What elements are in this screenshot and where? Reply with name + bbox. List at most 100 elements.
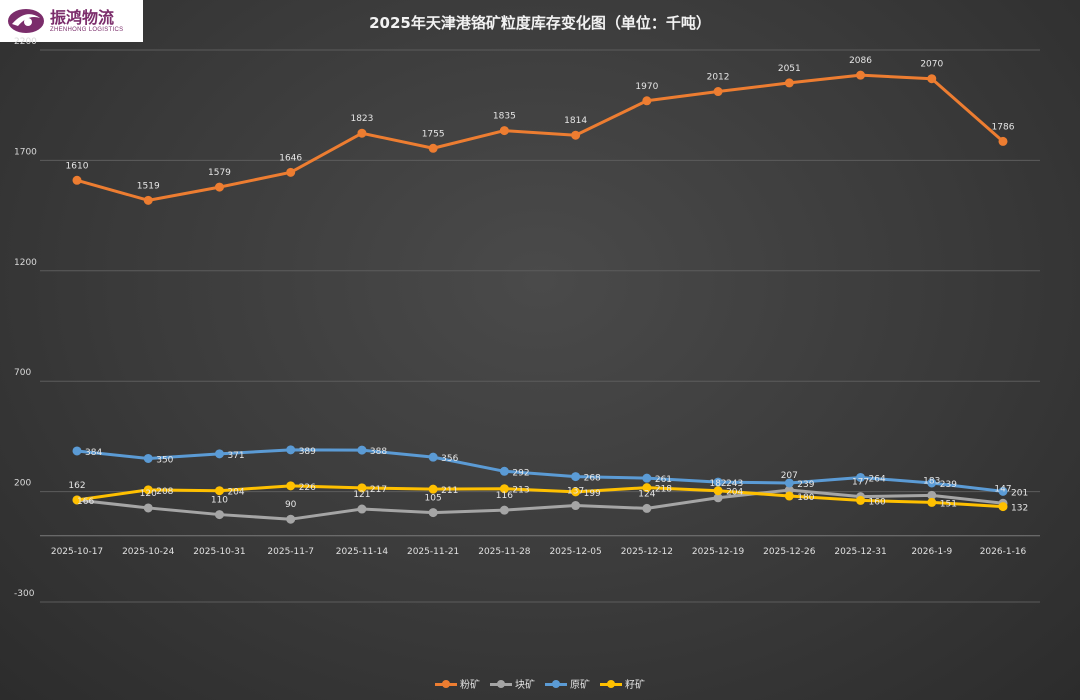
data-label: 204 <box>726 488 743 498</box>
data-label: 162 <box>68 481 85 491</box>
legend-swatch <box>545 679 567 689</box>
data-point <box>642 96 652 106</box>
data-point <box>927 478 937 488</box>
data-point <box>286 514 296 524</box>
data-point <box>214 510 224 520</box>
x-tick-label: 2026-1-16 <box>980 547 1027 557</box>
data-point <box>143 195 153 205</box>
legend-label: 块矿 <box>515 680 535 691</box>
x-tick-label: 2025-11-14 <box>336 547 389 557</box>
data-label: 239 <box>940 480 957 490</box>
series-line-0 <box>76 73 1004 202</box>
y-tick-label: 2200 <box>14 37 37 47</box>
data-label: 1755 <box>422 129 445 139</box>
data-point <box>428 508 438 518</box>
data-label: 261 <box>655 475 672 485</box>
data-point <box>856 70 866 80</box>
data-point <box>72 495 82 505</box>
x-tick-label: 2025-12-05 <box>549 547 601 557</box>
data-point <box>357 445 367 455</box>
company-logo: 振鸿物流 ZHENHONG LOGISTICS <box>0 0 143 42</box>
data-label: 160 <box>869 497 886 507</box>
data-point <box>927 497 937 507</box>
data-label: 208 <box>156 487 173 497</box>
data-point <box>143 453 153 463</box>
legend-label: 原矿 <box>570 680 590 691</box>
x-tick-label: 2025-11-7 <box>267 547 314 557</box>
data-label: 389 <box>299 447 316 457</box>
data-point <box>856 472 866 482</box>
data-point <box>72 446 82 456</box>
data-label: 218 <box>655 485 672 495</box>
data-point <box>998 502 1008 512</box>
legend-item: 原矿 <box>545 676 590 691</box>
data-label: 213 <box>512 486 529 496</box>
series-line-2 <box>76 448 1004 493</box>
data-point <box>642 503 652 513</box>
logo-mark-icon <box>8 9 44 33</box>
data-label: 116 <box>496 491 513 501</box>
data-point <box>72 175 82 185</box>
data-point <box>571 472 581 482</box>
data-label: 356 <box>441 454 458 464</box>
data-label: 226 <box>299 483 316 493</box>
data-point <box>784 478 794 488</box>
data-point <box>927 74 937 84</box>
series-line-3 <box>76 484 1004 509</box>
y-tick-label: -300 <box>14 589 35 599</box>
data-label: 204 <box>227 488 244 498</box>
data-label: 1579 <box>208 168 231 178</box>
data-point <box>784 491 794 501</box>
data-label: 268 <box>584 474 601 484</box>
data-label: 207 <box>781 471 798 481</box>
data-label: 121 <box>353 490 370 500</box>
data-label: 2086 <box>849 56 872 66</box>
data-label: 1519 <box>137 181 160 191</box>
legend-swatch <box>490 679 512 689</box>
data-label: 180 <box>797 493 814 503</box>
y-tick-label: 700 <box>14 368 31 378</box>
data-label: 371 <box>227 451 244 461</box>
data-point <box>642 483 652 493</box>
data-point <box>499 505 509 515</box>
data-point <box>571 130 581 140</box>
data-label: 239 <box>797 480 814 490</box>
data-point <box>286 445 296 455</box>
data-point <box>428 484 438 494</box>
x-tick-label: 2025-12-19 <box>692 547 745 557</box>
chart-legend: 粉矿 块矿 原矿 籽矿 <box>0 676 1080 691</box>
data-label: 1823 <box>350 114 373 124</box>
data-label: 350 <box>156 455 173 465</box>
legend-item: 粉矿 <box>435 676 480 691</box>
data-point <box>214 449 224 459</box>
x-tick-label: 2025-10-24 <box>122 547 175 557</box>
x-tick-label: 2025-11-28 <box>478 547 531 557</box>
data-label: 182 <box>709 479 726 489</box>
legend-swatch <box>600 679 622 689</box>
legend-item: 籽矿 <box>600 676 645 691</box>
data-point <box>571 487 581 497</box>
y-tick-label: 1200 <box>14 258 37 268</box>
data-label: 388 <box>370 447 387 457</box>
data-point <box>499 126 509 136</box>
data-label: 1646 <box>279 153 302 163</box>
data-label: 2012 <box>707 73 730 83</box>
data-label: 1786 <box>992 122 1015 132</box>
data-point <box>713 486 723 496</box>
chart-title: 2025年天津港铬矿粒度库存变化图（单位：千吨） <box>369 14 711 32</box>
data-label: 1835 <box>493 112 516 122</box>
data-label: 90 <box>285 500 297 510</box>
x-tick-label: 2026-1-9 <box>911 547 952 557</box>
data-point <box>214 182 224 192</box>
data-label: 166 <box>77 497 94 507</box>
legend-swatch <box>435 679 457 689</box>
logo-name-en: ZHENHONG LOGISTICS <box>50 27 124 33</box>
x-tick-label: 2025-12-26 <box>763 547 816 557</box>
data-label: 211 <box>441 486 458 496</box>
data-point <box>998 486 1008 496</box>
data-label: 217 <box>370 485 387 495</box>
y-tick-label: 200 <box>14 479 31 489</box>
data-label: 292 <box>512 468 529 478</box>
data-label: 120 <box>140 489 157 499</box>
